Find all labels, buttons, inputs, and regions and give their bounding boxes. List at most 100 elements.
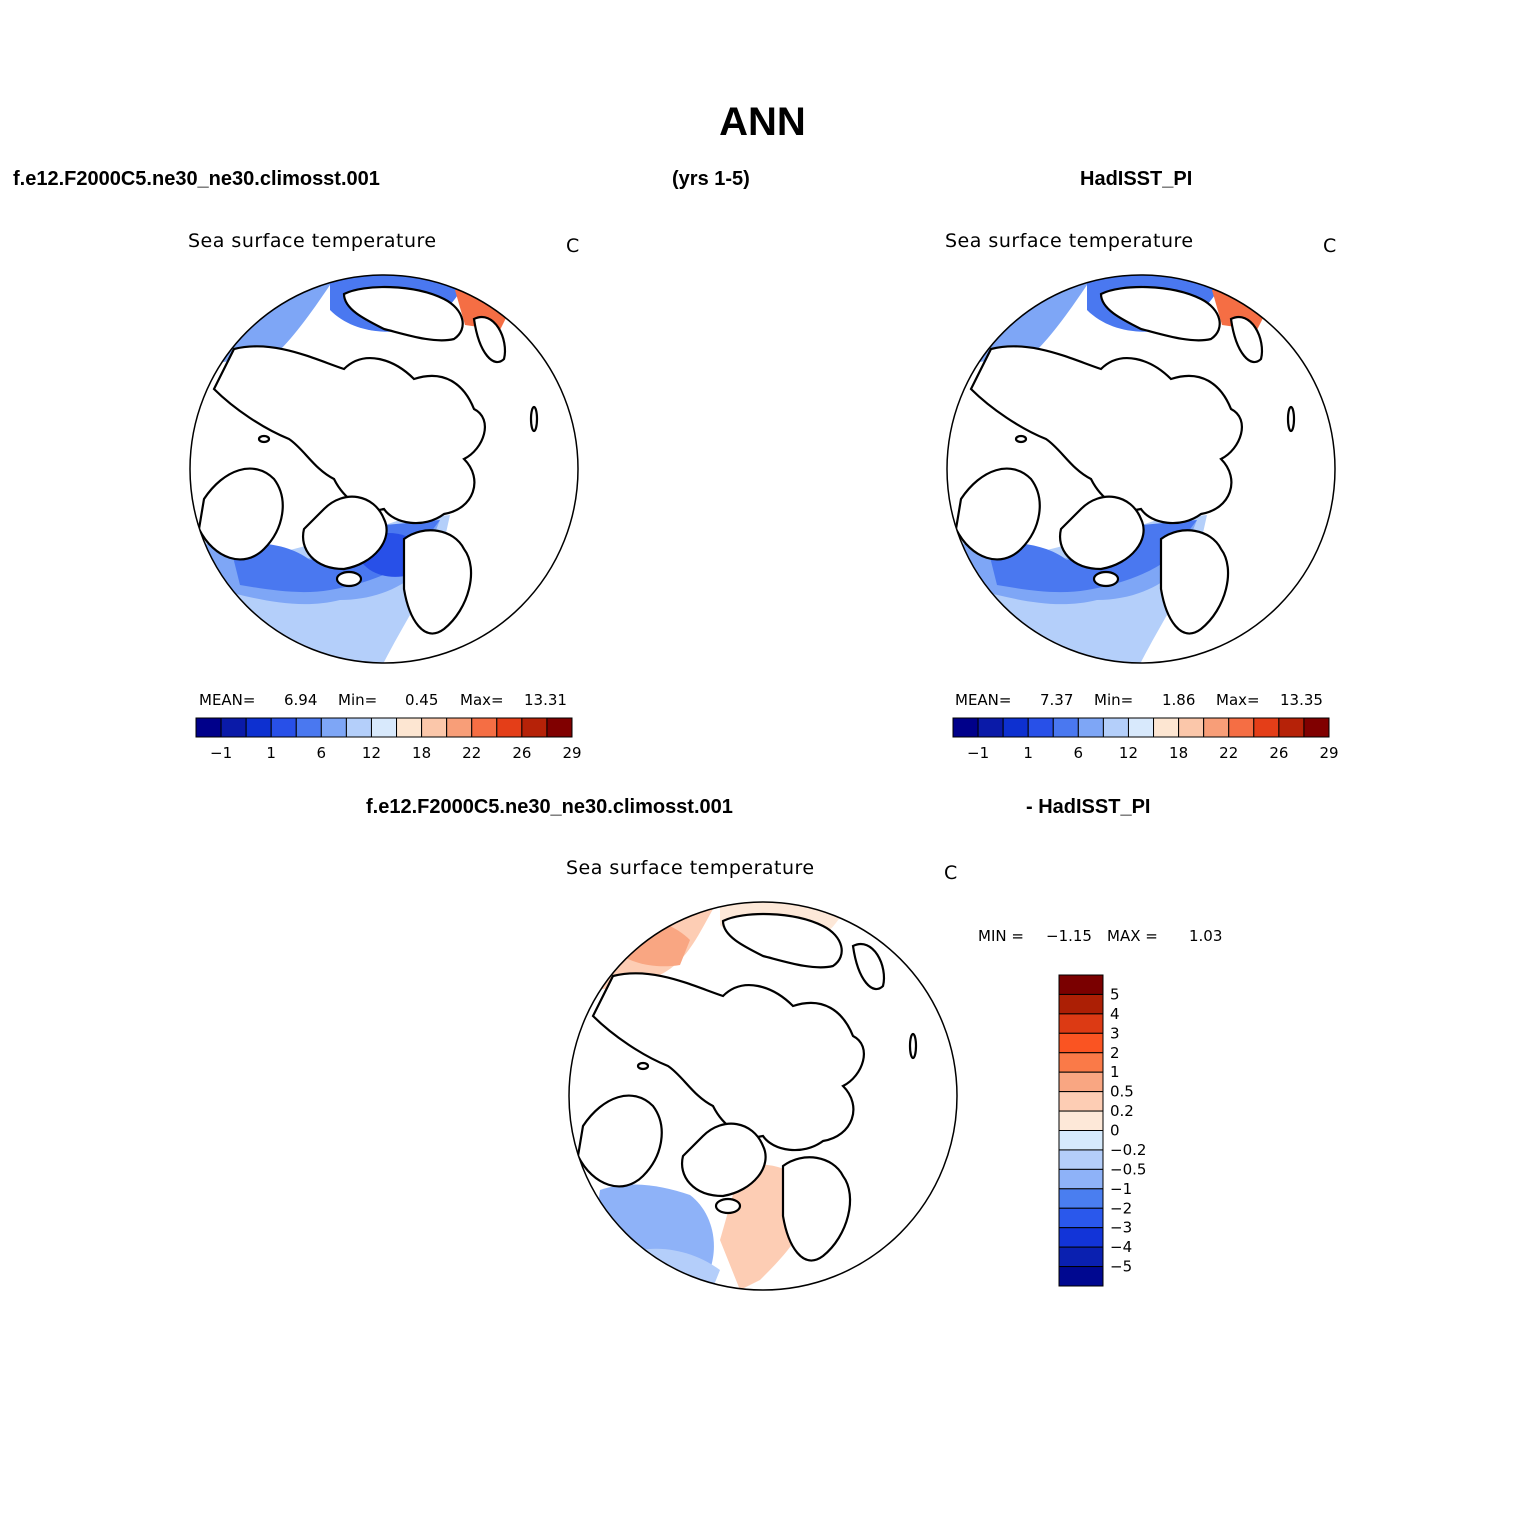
model-colorbar-tick-label: 12 [362, 744, 381, 762]
case-name-header: f.e12.F2000C5.ne30_ne30.climosst.001 [13, 168, 380, 190]
diff-max-value: 1.03 [1189, 927, 1223, 945]
model-units-label: C [566, 235, 580, 257]
diff-variable-label: Sea surface temperature [566, 857, 815, 879]
model-colorbar-box [270, 717, 297, 738]
obs-min-label: Min= [1094, 691, 1134, 709]
model-colorbar-box [220, 717, 247, 738]
obs-min-value: 1.86 [1162, 691, 1196, 709]
obs-colorbar-box [1253, 717, 1280, 738]
diff-colorbar-tick-label: −2 [1110, 1199, 1132, 1217]
obs-variable-label: Sea surface temperature [945, 230, 1194, 252]
diff-colorbar-box [1058, 1130, 1104, 1151]
obs-colorbar-tick-label: 1 [1023, 744, 1033, 762]
diff-case-header: f.e12.F2000C5.ne30_ne30.climosst.001 [366, 796, 733, 818]
diff-colorbar-tick-label: −0.5 [1110, 1160, 1146, 1178]
diff-obs-header: - HadISST_PI [1026, 796, 1151, 818]
model-min-label: Min= [338, 691, 378, 709]
obs-colorbar-tick-label: 22 [1219, 744, 1238, 762]
obs-colorbar-tick-label: −1 [967, 744, 989, 762]
diff-colorbar-tick-label: −0.2 [1110, 1141, 1146, 1159]
model-mean-value: 6.94 [284, 691, 318, 709]
diff-colorbar-box [1058, 1207, 1104, 1229]
diff-min-label: MIN = [978, 927, 1024, 945]
diff-colorbar-box [1058, 1071, 1104, 1093]
obs-colorbar-box [1153, 717, 1180, 738]
obs-colorbar-box [1002, 717, 1029, 738]
diff-min-value: −1.15 [1046, 927, 1092, 945]
model-colorbar-box [496, 717, 523, 738]
diff-colorbar-box [1058, 1110, 1104, 1131]
obs-colorbar-tick-label: 29 [1319, 744, 1338, 762]
obs-units-label: C [1323, 235, 1337, 257]
diff-colorbar-tick-label: 2 [1110, 1044, 1120, 1062]
diff-units-label: C [944, 862, 958, 884]
model-colorbar-box [345, 717, 372, 738]
obs-colorbar-box [1203, 717, 1230, 738]
obs-max-label: Max= [1216, 691, 1260, 709]
model-colorbar-box [546, 717, 573, 738]
obs-colorbar-box [977, 717, 1004, 738]
diff-colorbar-box [1058, 993, 1104, 1015]
diff-map [568, 901, 958, 1291]
obs-colorbar-box [1077, 717, 1104, 738]
model-colorbar-box [195, 717, 222, 738]
model-map [189, 274, 579, 664]
model-colorbar-tick-label: 26 [512, 744, 531, 762]
diff-colorbar-tick-label: 0 [1110, 1122, 1120, 1140]
model-colorbar-box [471, 717, 498, 738]
diff-colorbar-tick-label: 0.5 [1110, 1083, 1134, 1101]
diff-colorbar-box [1058, 1227, 1104, 1248]
model-colorbar-tick-label: 29 [562, 744, 581, 762]
obs-colorbar-box [952, 717, 979, 738]
obs-colorbar-tick-label: 18 [1169, 744, 1188, 762]
diff-colorbar-tick-label: 0.2 [1110, 1102, 1134, 1120]
model-colorbar: −1 1 6 12 18 22 26 29 [195, 717, 582, 762]
diff-max-label: MAX = [1107, 927, 1158, 945]
diff-colorbar-tick-label: 4 [1110, 1005, 1120, 1023]
model-colorbar-box [396, 717, 423, 738]
diff-colorbar: 5 43 21 0.50.2 0−0.2−0.5 −1−2 −3−4 −5 [1058, 974, 1146, 1287]
diff-colorbar-box [1058, 1266, 1104, 1287]
diff-colorbar-box [1058, 974, 1104, 995]
obs-mean-value: 7.37 [1040, 691, 1074, 709]
model-colorbar-box [421, 717, 448, 738]
model-colorbar-tick-label: 22 [462, 744, 481, 762]
obs-colorbar-tick-label: 12 [1119, 744, 1138, 762]
model-min-value: 0.45 [405, 691, 439, 709]
obs-max-value: 13.35 [1280, 691, 1323, 709]
obs-colorbar-box [1303, 717, 1330, 738]
obs-colorbar-box [1278, 717, 1305, 738]
diff-colorbar-box [1058, 1032, 1104, 1054]
model-colorbar-box [320, 717, 347, 738]
diff-colorbar-box [1058, 1013, 1104, 1034]
obs-colorbar-box [1102, 717, 1129, 738]
obs-colorbar-tick-label: 6 [1074, 744, 1084, 762]
main-title: ANN [719, 100, 806, 144]
diff-colorbar-tick-label: −4 [1110, 1238, 1132, 1256]
model-mean-label: MEAN= [199, 691, 256, 709]
diff-colorbar-box [1058, 1168, 1104, 1190]
diff-colorbar-box [1058, 1188, 1104, 1209]
diff-colorbar-tick-label: 5 [1110, 985, 1120, 1003]
obs-colorbar-box [1027, 717, 1054, 738]
diff-colorbar-box [1058, 1091, 1104, 1112]
obs-colorbar-box [1052, 717, 1079, 738]
diff-colorbar-box [1058, 1246, 1104, 1268]
model-max-value: 13.31 [524, 691, 567, 709]
model-colorbar-tick-label: 1 [266, 744, 276, 762]
model-variable-label: Sea surface temperature [188, 230, 437, 252]
diff-colorbar-box [1058, 1149, 1104, 1170]
model-colorbar-tick-label: −1 [210, 744, 232, 762]
obs-colorbar: −1 1 6 12 18 22 26 29 [952, 717, 1339, 762]
obs-map [946, 274, 1336, 664]
obs-colorbar-box [1178, 717, 1205, 738]
model-colorbar-box [245, 717, 272, 738]
obs-mean-label: MEAN= [955, 691, 1012, 709]
model-colorbar-box [370, 717, 398, 738]
obs-colorbar-box [1228, 717, 1255, 738]
diff-colorbar-tick-label: 1 [1110, 1063, 1120, 1081]
obs-colorbar-tick-label: 26 [1269, 744, 1288, 762]
diff-colorbar-tick-label: 3 [1110, 1024, 1120, 1042]
diff-colorbar-tick-label: −1 [1110, 1180, 1132, 1198]
